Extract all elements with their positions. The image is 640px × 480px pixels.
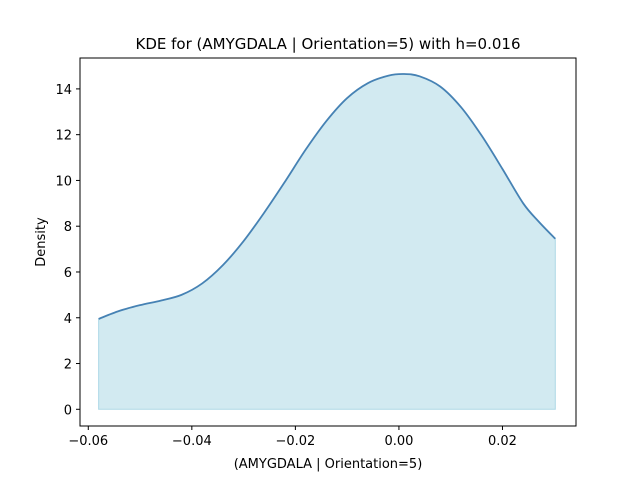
plot-area bbox=[98, 73, 556, 410]
y-tick-label: 12 bbox=[55, 129, 72, 144]
axes-frame bbox=[79, 57, 577, 427]
chart-title: KDE for (AMYGDALA | Orientation=5) with … bbox=[136, 35, 521, 53]
x-axis-label: (AMYGDALA | Orientation=5) bbox=[234, 457, 423, 472]
x-tick-label: −0.06 bbox=[68, 434, 108, 449]
x-axis: −0.06 −0.04 −0.02 0.00 0.02 bbox=[68, 426, 517, 449]
y-tick-label: 10 bbox=[55, 174, 72, 189]
x-tick-label: 0.02 bbox=[488, 434, 517, 449]
x-tick-label: 0.00 bbox=[384, 434, 413, 449]
y-tick-label: 6 bbox=[64, 266, 72, 281]
density-line-0 bbox=[98, 73, 556, 320]
x-tick-label: −0.02 bbox=[275, 434, 315, 449]
density-area-0 bbox=[98, 73, 556, 410]
y-tick-label: 0 bbox=[64, 403, 72, 418]
y-tick-label: 8 bbox=[64, 220, 72, 235]
y-tick-label: 4 bbox=[64, 312, 72, 327]
y-tick-label: 2 bbox=[64, 358, 72, 373]
y-tick-label: 14 bbox=[55, 83, 72, 98]
y-axis-label: Density bbox=[34, 217, 49, 267]
x-tick-label: −0.04 bbox=[172, 434, 212, 449]
y-axis: 0 2 4 6 8 10 12 14 bbox=[55, 83, 80, 418]
